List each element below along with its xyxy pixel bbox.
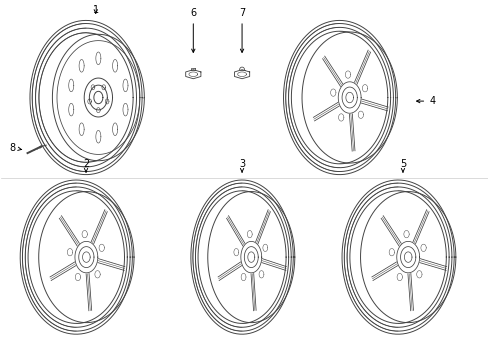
Text: 6: 6 (190, 8, 196, 53)
Text: 2: 2 (83, 159, 89, 172)
Text: 8: 8 (10, 143, 21, 153)
Text: 1: 1 (93, 5, 99, 15)
Text: 7: 7 (239, 8, 244, 53)
Text: 5: 5 (399, 159, 405, 172)
Text: 4: 4 (416, 96, 434, 106)
Text: 3: 3 (239, 159, 244, 172)
